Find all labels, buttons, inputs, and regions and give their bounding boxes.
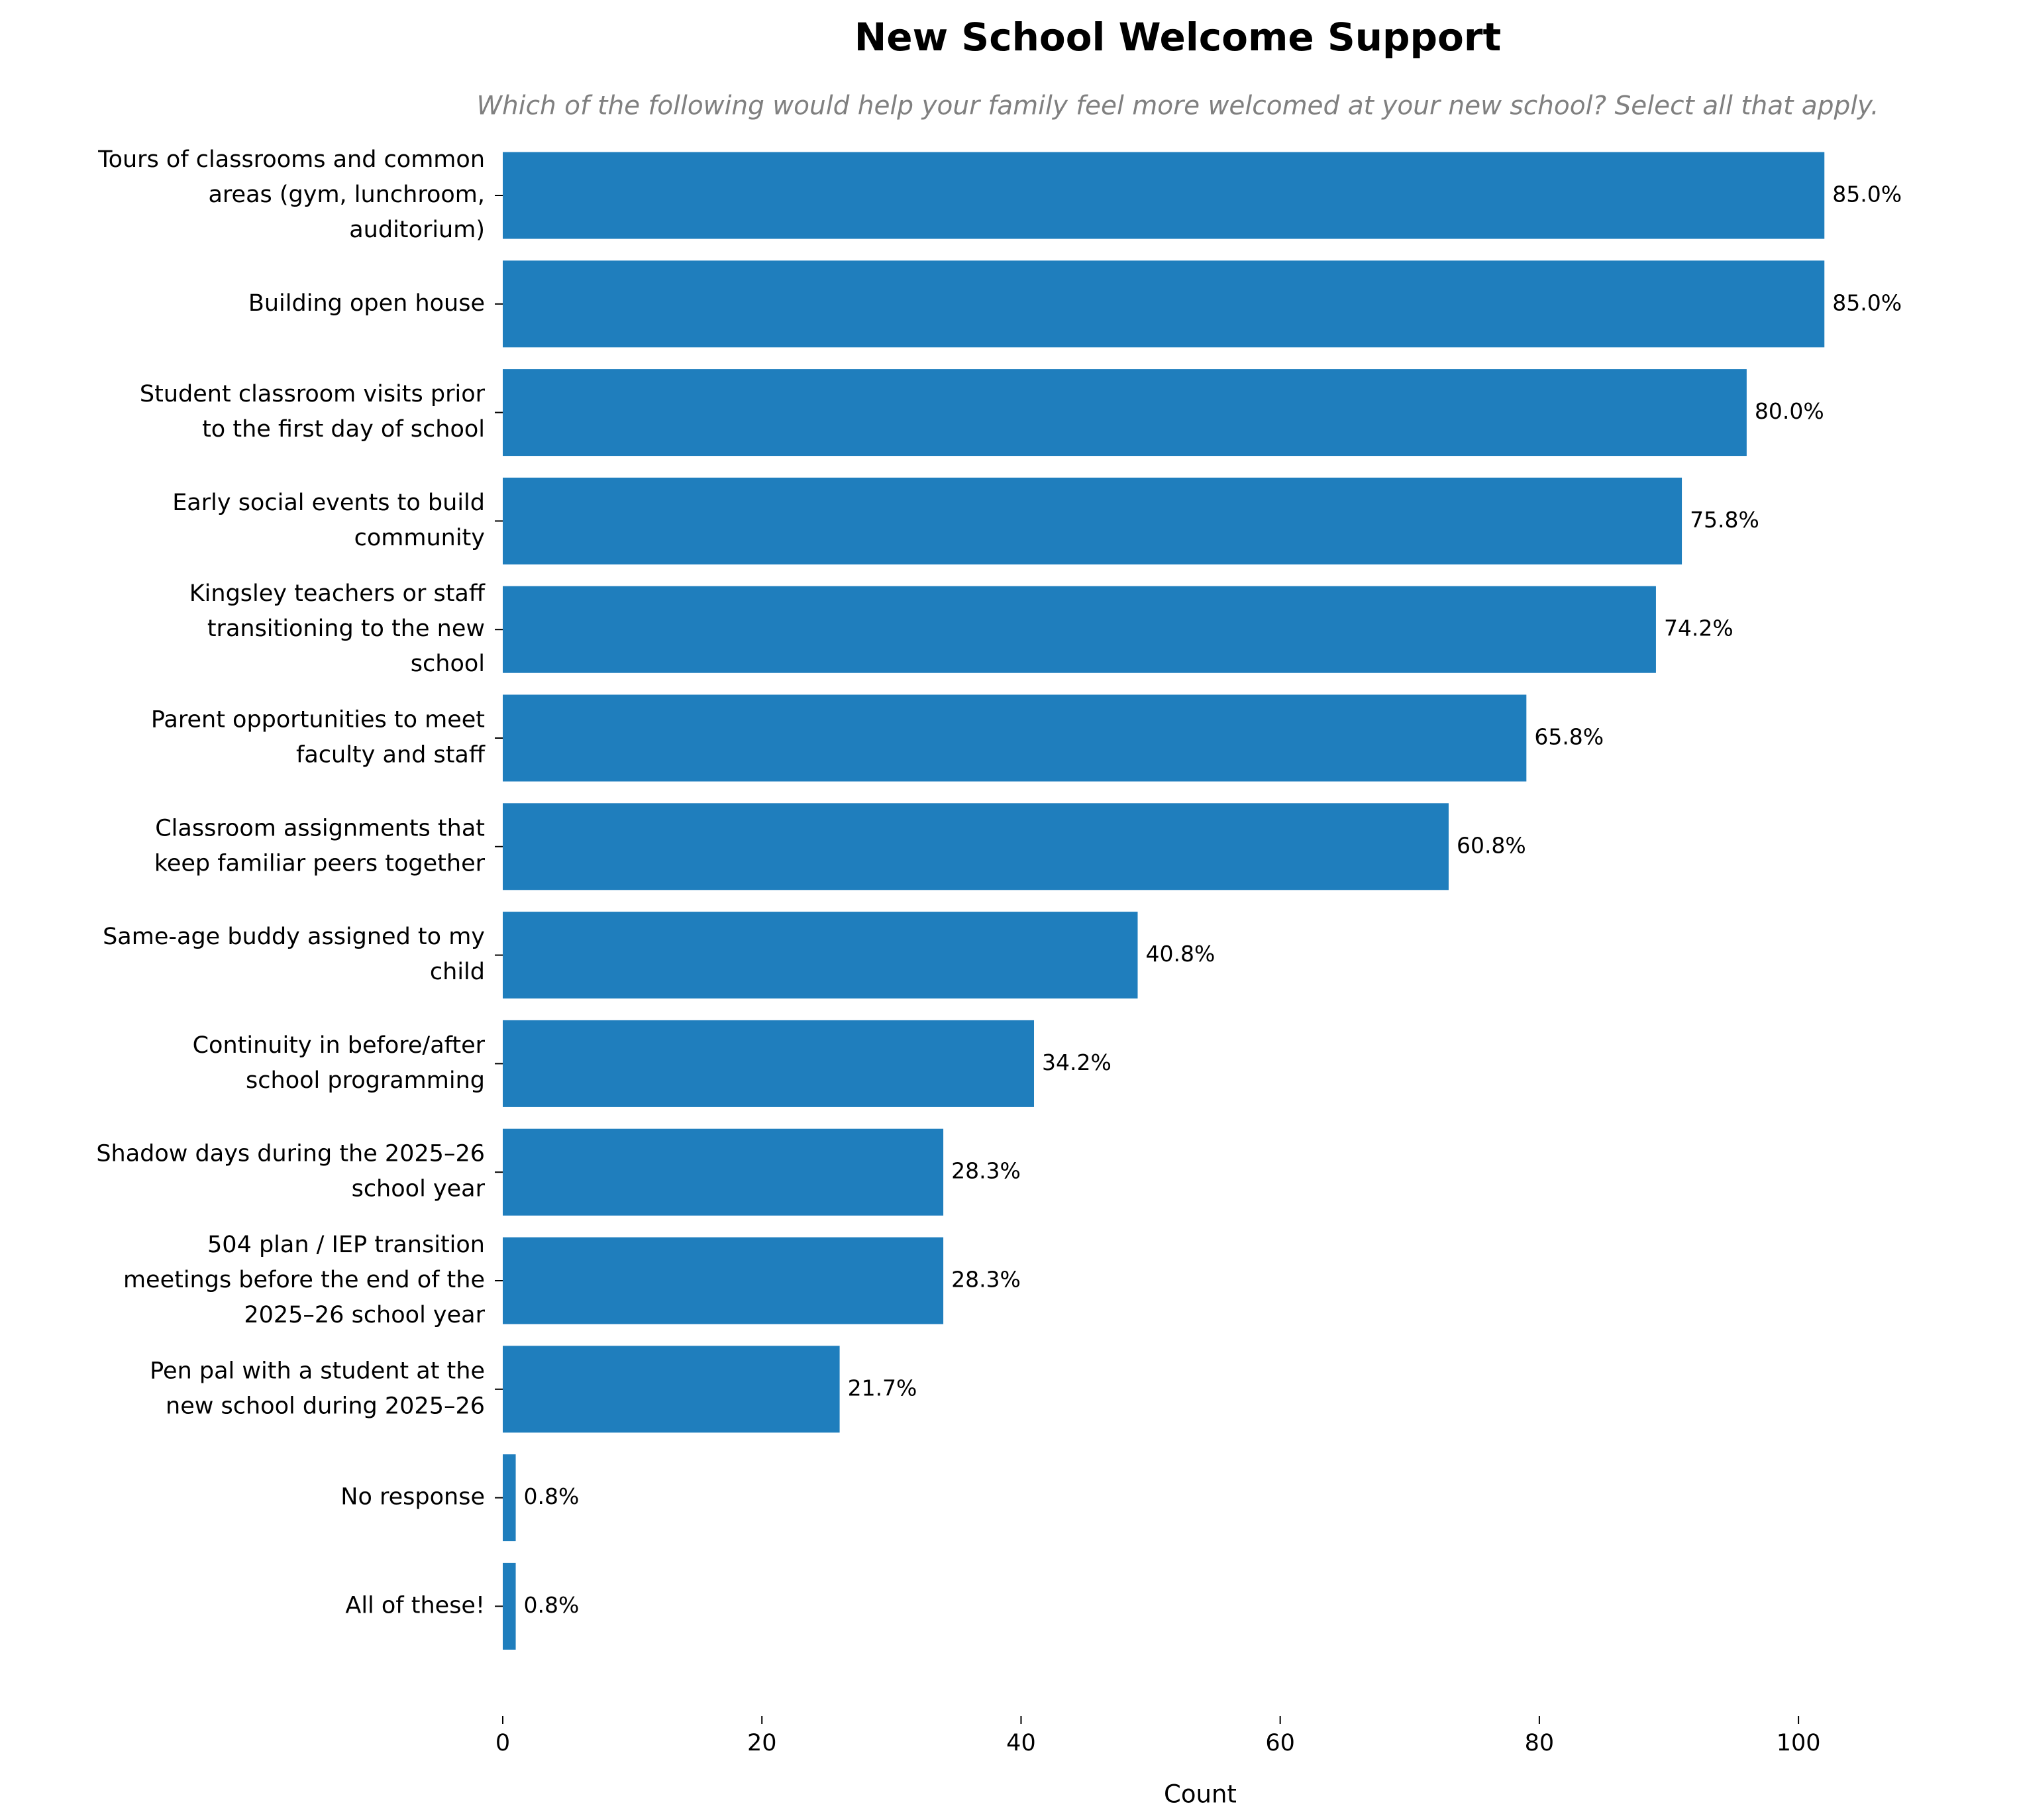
bar (503, 260, 1825, 348)
y-tick-label: Classroom assignments that keep familiar … (154, 815, 486, 877)
bar (503, 1237, 944, 1324)
bar (503, 369, 1747, 456)
bar-value-label: 28.3% (951, 1158, 1021, 1184)
y-tick-label: Early social events to build community (172, 490, 485, 551)
x-tick-label: 0 (495, 1730, 510, 1756)
bar (503, 1128, 944, 1216)
y-tick-label: Shadow days during the 2025–26 school yea… (96, 1141, 485, 1203)
bar (503, 694, 1527, 782)
bar (503, 912, 1138, 999)
bar (503, 477, 1682, 564)
y-tick-label: Continuity in before/after school program… (193, 1032, 486, 1094)
y-tick-label: Pen pal with a student at the new school … (150, 1358, 485, 1419)
x-tick-label: 100 (1777, 1730, 1821, 1756)
bar-value-label: 28.3% (951, 1267, 1021, 1293)
chart-title: New School Welcome Support (854, 15, 1501, 60)
bar-value-label: 74.2% (1664, 616, 1733, 641)
y-tick-label: Building open house (248, 290, 485, 317)
x-axis-label: Count (1164, 1780, 1237, 1809)
bar-value-label: 34.2% (1042, 1049, 1112, 1075)
y-tick-label: All of these! (345, 1592, 485, 1619)
bar (503, 586, 1656, 673)
bar-value-label: 60.8% (1457, 832, 1526, 858)
y-tick-label: Kingsley teachers or staff transitioning … (189, 580, 486, 677)
bar (503, 1020, 1035, 1107)
x-tick-label: 40 (1006, 1730, 1036, 1756)
x-tick-label: 60 (1265, 1730, 1295, 1756)
y-tick-label: Student classroom visits prior to the fir… (140, 381, 486, 443)
bar-value-label: 80.0% (1755, 398, 1824, 424)
bar-value-label: 40.8% (1145, 941, 1215, 967)
bar-value-label: 0.8% (524, 1483, 580, 1509)
bar-value-label: 65.8% (1534, 724, 1604, 750)
bar (503, 1346, 840, 1433)
bar (503, 1454, 516, 1542)
y-tick-label: No response (340, 1484, 485, 1511)
y-tick-label: 504 plan / IEP transition meetings before… (123, 1232, 486, 1328)
bar (503, 1562, 516, 1650)
bar (503, 152, 1825, 239)
y-tick-label: Tours of classrooms and common areas (gym… (97, 146, 485, 243)
bar-value-label: 21.7% (848, 1375, 917, 1401)
bar-value-label: 85.0% (1832, 290, 1902, 315)
y-tick-label: Parent opportunities to meet faculty and … (151, 707, 486, 769)
y-tick-label: Same-age buddy assigned to my child (103, 924, 485, 985)
x-tick-label: 80 (1525, 1730, 1555, 1756)
bar (503, 803, 1449, 890)
x-tick-label: 20 (747, 1730, 777, 1756)
bar-value-label: 0.8% (524, 1592, 580, 1618)
bar-value-label: 85.0% (1832, 182, 1902, 207)
chart-subtitle: Which of the following would help your f… (477, 91, 1879, 121)
bar-value-label: 75.8% (1690, 507, 1759, 533)
